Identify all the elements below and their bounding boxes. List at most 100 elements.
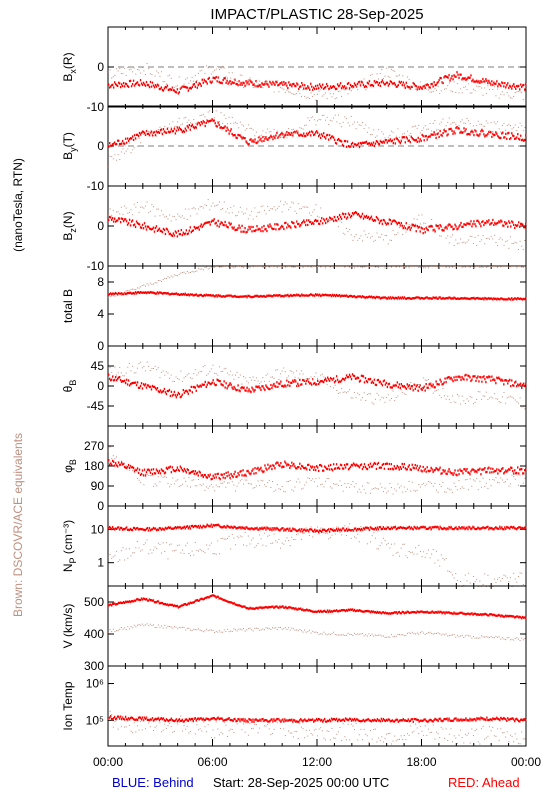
data-point [518,384,520,387]
data-point [234,470,236,473]
data-point [121,84,124,88]
data-point [521,297,523,301]
data-point [262,87,264,89]
data-point [122,527,125,531]
data-point [184,232,187,235]
data-point [359,464,362,467]
data-point [357,212,360,216]
data-point [159,543,161,545]
data-point [408,267,410,269]
data-point [373,378,376,381]
data-point [337,90,339,92]
data-point [405,527,407,530]
data-point [287,133,289,137]
data-point [492,266,494,267]
data-point [184,390,187,393]
data-point [458,225,460,228]
data-point [430,297,432,300]
data-point [360,83,362,85]
data-point [336,483,338,485]
data-point [235,374,237,376]
data-point [136,68,138,70]
data-point [381,463,384,467]
data-point [444,297,446,300]
data-point [343,529,346,532]
data-point [331,266,333,267]
data-point [291,370,293,372]
data-point [435,466,437,470]
data-point [281,370,283,372]
data-point [328,294,331,297]
data-point [196,270,198,272]
data-point [294,376,296,378]
data-point [232,227,234,230]
data-point [523,382,525,385]
data-point [493,223,495,227]
data-point [334,141,337,145]
data-point [154,282,156,284]
data-point [236,295,238,298]
data-point [394,384,397,387]
data-point [464,122,466,124]
data-point [127,289,129,291]
data-point [196,294,198,297]
data-point [471,225,473,228]
data-point [300,370,302,372]
data-point [157,280,159,282]
data-point [513,298,515,301]
data-point [198,385,200,388]
data-point [202,114,204,116]
data-point [333,215,336,219]
data-point [385,527,388,531]
data-point [403,526,405,530]
data-point [461,375,463,379]
data-point [467,528,469,531]
data-point [166,389,169,393]
data-point [487,376,489,379]
data-point [350,463,353,467]
chart-title: IMPACT/PLASTIC 28-Sep-2025 [210,6,423,23]
data-point [292,490,294,492]
data-point [395,135,397,137]
data-point [355,211,358,215]
data-point [285,82,287,85]
data-point [506,222,508,225]
data-point [124,462,126,464]
data-point [186,77,188,79]
data-point [431,297,433,300]
data-point [227,128,229,131]
data-point [443,297,445,300]
data-point [133,470,136,473]
data-point [396,527,399,530]
data-point [356,295,359,298]
data-point [522,266,524,268]
data-point [133,147,135,149]
data-point [156,528,159,531]
data-point [433,131,435,134]
data-point [392,526,395,529]
data-point [152,226,155,229]
data-point [243,87,245,89]
data-point [257,386,259,389]
data-point [495,223,497,226]
data-point [147,132,150,135]
data-point [335,527,338,531]
data-point [358,527,361,531]
data-point [427,297,429,300]
data-point [178,486,180,488]
data-point [201,122,203,125]
data-point [131,381,134,385]
data-point [150,228,153,231]
data-point [148,474,150,476]
data-point [435,136,437,139]
data-point [350,378,353,381]
data-point [253,472,255,475]
data-point [460,297,462,300]
data-point [111,217,114,220]
data-point [450,127,452,130]
data-point [142,81,145,84]
data-point [306,468,308,471]
data-point [323,294,326,297]
data-point [206,266,208,268]
data-point [490,236,492,238]
